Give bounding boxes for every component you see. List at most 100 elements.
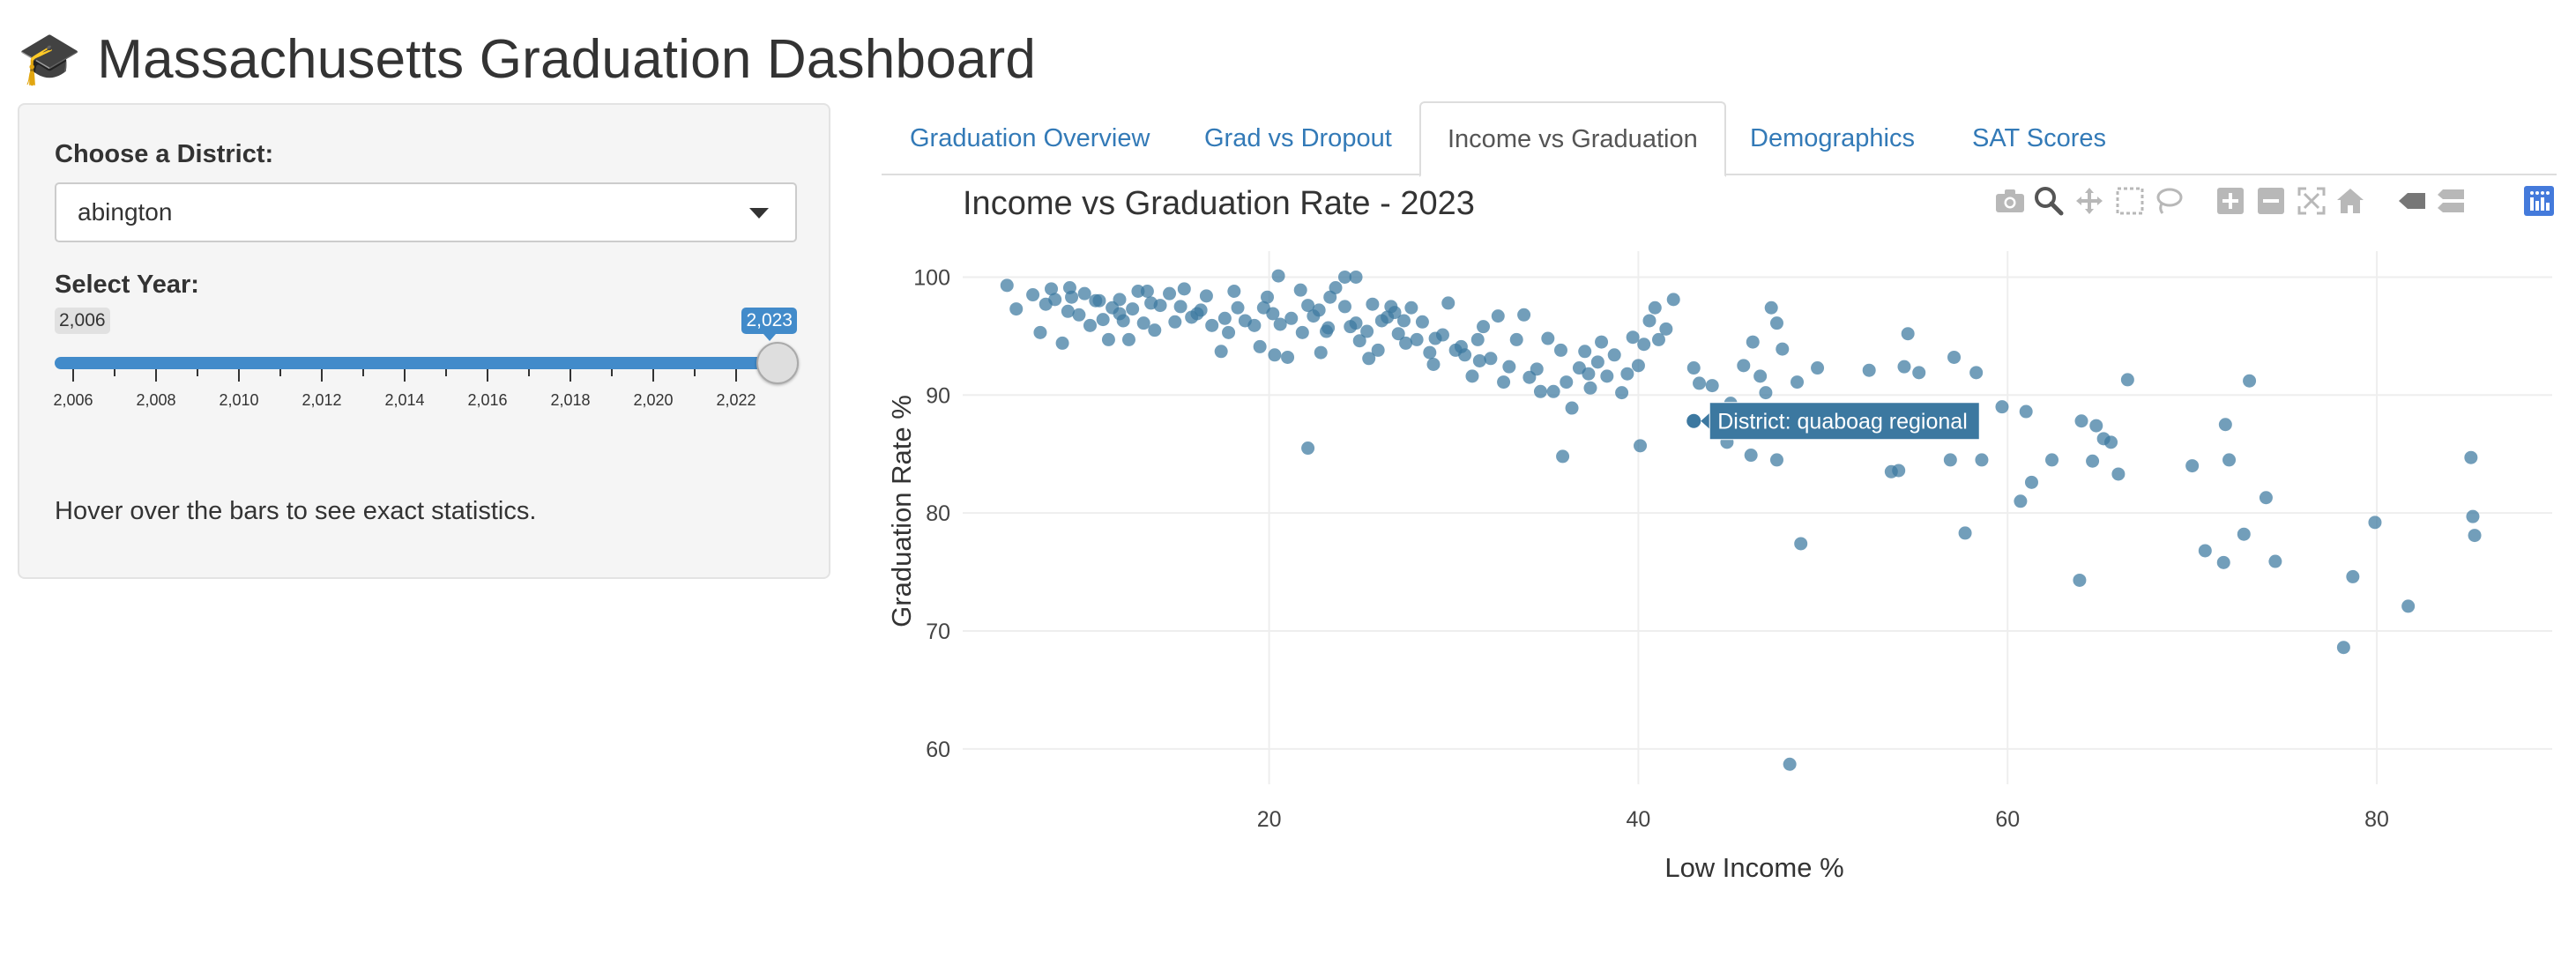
data-point[interactable] — [1659, 322, 1673, 336]
data-point[interactable] — [1533, 384, 1547, 398]
data-point[interactable] — [1465, 369, 1479, 383]
data-point[interactable] — [1000, 278, 1014, 293]
data-point[interactable] — [1366, 297, 1380, 311]
data-point[interactable] — [2346, 569, 2360, 583]
chevron-down-icon[interactable] — [749, 208, 769, 219]
data-point[interactable] — [2019, 404, 2033, 419]
data-point[interactable] — [1126, 302, 1140, 316]
data-point[interactable] — [1441, 296, 1456, 310]
data-point[interactable] — [1892, 464, 1906, 478]
data-point[interactable] — [1472, 353, 1486, 367]
data-point[interactable] — [2259, 491, 2273, 505]
data-point[interactable] — [1092, 293, 1106, 308]
data-point[interactable] — [2468, 529, 2482, 543]
slider-track[interactable] — [55, 357, 778, 369]
data-point[interactable] — [1776, 342, 1790, 356]
data-point[interactable] — [1769, 453, 1783, 467]
slider-handle[interactable] — [756, 342, 799, 384]
data-point[interactable] — [2243, 374, 2257, 388]
data-point[interactable] — [1530, 362, 1544, 376]
data-point[interactable] — [1897, 360, 1911, 374]
data-point[interactable] — [2216, 555, 2230, 569]
data-point[interactable] — [1769, 316, 1783, 330]
data-point[interactable] — [1637, 338, 1651, 352]
data-point[interactable] — [1943, 453, 1957, 467]
data-point[interactable] — [2218, 418, 2232, 432]
scatter-points[interactable] — [1000, 269, 2482, 771]
data-point[interactable] — [1705, 379, 1719, 393]
data-point[interactable] — [1783, 757, 1797, 771]
data-point[interactable] — [1497, 375, 1511, 389]
reset-axes-icon[interactable] — [2333, 183, 2368, 219]
pan-icon[interactable] — [2072, 183, 2107, 219]
data-point[interactable] — [1096, 313, 1110, 327]
data-point[interactable] — [1033, 325, 1047, 339]
data-point[interactable] — [1556, 449, 1570, 464]
data-point[interactable] — [2198, 544, 2212, 558]
data-point[interactable] — [1173, 300, 1187, 314]
data-point[interactable] — [1509, 332, 1523, 346]
data-point[interactable] — [2073, 573, 2087, 587]
data-point[interactable] — [1314, 345, 1328, 360]
data-point[interactable] — [1753, 369, 1768, 383]
data-point[interactable] — [1391, 327, 1405, 341]
data-point[interactable] — [1546, 384, 1560, 398]
data-point[interactable] — [1113, 293, 1127, 307]
data-point[interactable] — [1651, 332, 1665, 346]
data-point[interactable] — [1759, 386, 1773, 400]
data-point[interactable] — [1582, 367, 1596, 381]
data-point[interactable] — [1261, 290, 1275, 304]
data-point[interactable] — [1426, 357, 1441, 371]
data-point[interactable] — [1205, 318, 1219, 332]
tab-sat-scores[interactable]: SAT Scores — [1972, 123, 2107, 152]
data-point[interactable] — [2120, 373, 2134, 387]
data-point[interactable] — [1862, 363, 1876, 377]
compare-hover-icon[interactable] — [2433, 183, 2468, 219]
data-point[interactable] — [1281, 350, 1295, 364]
data-point[interactable] — [1048, 293, 1062, 307]
data-point[interactable] — [1553, 343, 1567, 357]
data-point[interactable] — [1083, 318, 1097, 332]
data-point[interactable] — [1301, 299, 1315, 313]
data-point[interactable] — [1686, 361, 1701, 375]
data-point[interactable] — [1227, 285, 1241, 299]
data-point[interactable] — [1065, 290, 1079, 304]
data-point[interactable] — [1517, 308, 1531, 322]
data-point[interactable] — [1410, 332, 1424, 346]
data-point[interactable] — [1268, 348, 1282, 362]
data-point[interactable] — [1247, 318, 1262, 332]
data-point[interactable] — [1631, 359, 1645, 373]
data-point[interactable] — [2089, 419, 2103, 433]
data-point[interactable] — [1256, 300, 1270, 315]
data-point[interactable] — [1491, 309, 1505, 323]
data-point[interactable] — [1969, 366, 1984, 380]
data-point[interactable] — [1140, 285, 1154, 299]
data-point[interactable] — [1794, 537, 1808, 551]
data-point[interactable] — [1163, 286, 1177, 300]
data-point[interactable] — [1541, 331, 1555, 345]
tab-grad-vs-dropout[interactable]: Grad vs Dropout — [1204, 123, 1392, 152]
income-vs-graduation-chart[interactable]: Income vs Graduation Rate - 2023 60 70 80 9… — [882, 176, 2565, 899]
data-point[interactable] — [1764, 300, 1778, 315]
data-point[interactable] — [1295, 325, 1309, 339]
data-point[interactable] — [1435, 328, 1449, 342]
data-point[interactable] — [1565, 401, 1579, 415]
data-point[interactable] — [2237, 527, 2251, 541]
data-point[interactable] — [1583, 381, 1597, 395]
data-point[interactable] — [1362, 352, 1376, 366]
data-point[interactable] — [1168, 315, 1182, 329]
data-point[interactable] — [1477, 320, 1491, 334]
data-point[interactable] — [1371, 343, 1385, 357]
data-point[interactable] — [1222, 325, 1236, 339]
data-point[interactable] — [1502, 360, 1516, 374]
data-point[interactable] — [2045, 453, 2059, 467]
spike-lines-icon[interactable] — [2394, 183, 2430, 219]
data-point[interactable] — [1190, 307, 1204, 321]
data-point[interactable] — [1384, 300, 1398, 314]
data-point[interactable] — [2466, 509, 2480, 523]
data-point[interactable] — [1995, 400, 2009, 414]
data-point[interactable] — [1396, 314, 1411, 328]
data-point[interactable] — [1177, 282, 1191, 296]
data-point[interactable] — [1600, 369, 1614, 383]
camera-icon[interactable] — [1992, 183, 2028, 219]
